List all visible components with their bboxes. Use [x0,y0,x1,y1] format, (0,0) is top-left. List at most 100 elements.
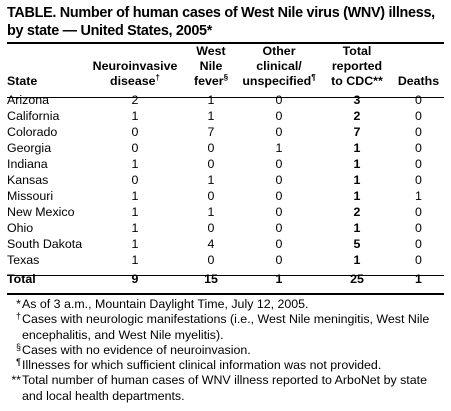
cell-fever: 0 [207,141,215,155]
cell-other: 0 [275,109,283,123]
cell-deaths: 0 [415,253,422,267]
footnote-mark: * [16,297,21,311]
header-row: State Neuroinvasive disease† West Nile f… [7,44,444,92]
cell-state: Ohio [7,221,34,235]
cell-state: South Dakota [7,237,83,251]
total-cell-neuro: 9 [131,272,139,286]
cell-fever: 1 [207,205,215,219]
footnote-mark: § [15,341,21,352]
cell-total: 2 [353,109,361,123]
cell-total: 1 [353,141,361,155]
cell-total: 5 [353,237,361,251]
table-row: Kansas 0 1 0 1 0 [7,172,444,188]
cell-other: 0 [275,125,283,139]
footnote: * As of 3 a.m., Mountain Daylight Time, J… [7,297,447,312]
footnote-text: Cases with no evidence of neuroinvasion. [22,342,251,357]
header-west-nile-fever: West Nile fever§ [193,44,229,88]
cell-fever: 4 [207,237,215,251]
cell-deaths: 1 [415,189,422,203]
cell-neuro: 0 [131,141,139,155]
cell-total: 1 [353,221,361,235]
cell-deaths: 0 [415,157,422,171]
header-other-clinical: Other clinical/ unspecified¶ [242,44,316,88]
cell-total: 1 [353,157,361,171]
footnote-mark: ¶ [16,357,21,368]
cell-other: 0 [275,93,283,107]
total-cell-other: 1 [275,272,283,286]
table-row: Indiana 1 0 0 1 0 [7,156,444,172]
footnote-text: As of 3 a.m., Mountain Daylight Time, Ju… [22,297,309,311]
cell-state: Texas [7,253,40,267]
footnote: † Cases with neurologic manifestations (i… [7,311,447,343]
cell-other: 0 [275,157,283,171]
cell-deaths: 0 [415,125,422,139]
cell-deaths: 0 [415,141,422,155]
cell-total: 3 [353,93,361,107]
table-row: Arizona 2 1 0 3 0 [7,92,444,108]
top-rule [7,42,444,44]
cell-neuro: 1 [131,237,139,251]
cell-deaths: 0 [415,109,422,123]
cell-other: 0 [275,221,283,235]
footnote-text: Illnesses for which sufficient clinical … [22,358,382,373]
header-total-reported: Total reported to CDC** [331,44,383,88]
cell-fever: 1 [207,109,215,123]
cell-neuro: 0 [131,125,139,139]
cell-fever: 0 [207,221,215,235]
footnote: ¶ Illnesses for which sufficient clinical… [7,357,447,373]
cell-state: Indiana [7,157,48,171]
cell-other: 0 [275,173,283,187]
footnote: § Cases with no evidence of neuroinvasion… [7,341,447,358]
table-row: California 1 1 0 2 0 [7,108,444,124]
cell-neuro: 1 [131,205,139,219]
header-deaths: Deaths [397,74,440,88]
cell-state: Colorado [7,125,58,139]
cell-fever: 0 [207,189,215,203]
table-row: Ohio 1 0 0 1 0 [7,220,444,236]
cell-fever: 1 [207,93,215,107]
table-row: New Mexico 1 1 0 2 0 [7,204,444,220]
cell-total: 2 [353,205,361,219]
footnote-mark: ** [11,373,21,388]
cell-total: 7 [353,125,361,139]
cell-neuro: 2 [131,93,139,107]
table-title: TABLE. Number of human cases of West Nil… [7,5,435,39]
total-cell-total: 25 [350,272,364,286]
table-row: Colorado 0 7 0 7 0 [7,124,444,140]
cell-fever: 1 [207,173,215,187]
cell-other: 0 [275,205,283,219]
cell-neuro: 1 [131,157,139,171]
footnote: ** Total number of human cases of WNV ill… [7,373,447,404]
footnote-mark: † [15,311,21,322]
cell-state: Arizona [7,93,50,107]
cell-neuro: 1 [131,253,139,267]
cell-state: Kansas [7,173,49,187]
total-cell-deaths: 1 [415,272,422,286]
total-row: Total 9 15 1 25 1 [7,268,444,288]
bottom-rule [7,293,444,295]
header-state: State [7,74,38,88]
cell-deaths: 0 [415,205,422,219]
cases-table: State Neuroinvasive disease† West Nile f… [7,44,444,288]
cell-fever: 7 [207,125,215,139]
cell-other: 0 [275,253,283,267]
cell-total: 1 [353,253,361,267]
header-neuroinvasive: Neuroinvasive disease† [92,59,178,88]
cell-other: 1 [275,141,283,155]
header-rule [7,97,444,98]
cell-neuro: 0 [131,173,139,187]
total-rule [7,275,444,276]
cell-neuro: 1 [131,221,139,235]
footnote-text: Total number of human cases of WNV illne… [22,373,427,403]
total-cell-state: Total [7,272,36,286]
cell-deaths: 0 [415,173,422,187]
cell-deaths: 0 [415,93,422,107]
footnote-text: Cases with neurologic manifestations (i.… [22,312,430,342]
footnotes: * As of 3 a.m., Mountain Daylight Time, J… [7,297,447,404]
cell-fever: 0 [207,253,215,267]
cell-state: New Mexico [7,205,75,219]
cell-other: 0 [275,237,283,251]
cell-other: 0 [275,189,283,203]
cell-deaths: 0 [415,221,422,235]
